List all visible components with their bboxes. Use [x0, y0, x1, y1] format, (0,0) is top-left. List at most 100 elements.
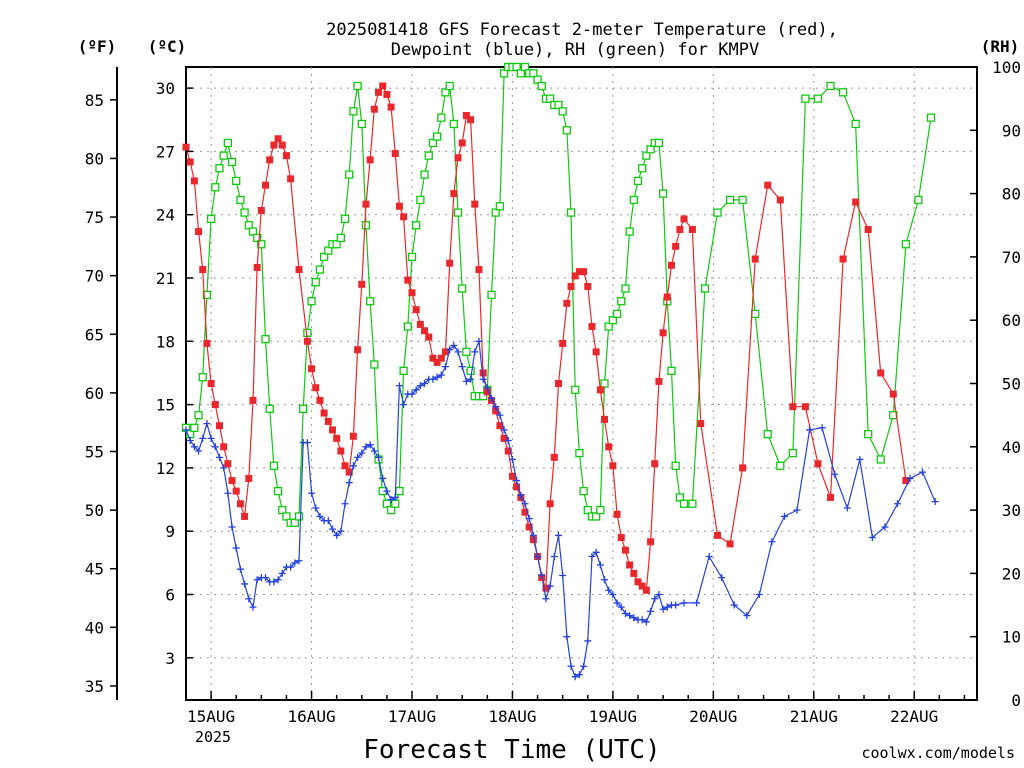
rh-point — [365, 297, 375, 306]
temperature-point — [508, 472, 516, 480]
fahrenheit-tick-label: 55 — [85, 442, 104, 461]
temperature-point — [287, 175, 295, 183]
rh-point — [671, 461, 680, 470]
credit-label: coolwx.com/models — [861, 744, 1015, 762]
dewpoint-point — [291, 559, 299, 567]
temperature-point — [638, 582, 646, 590]
temperature-point — [362, 200, 370, 208]
dewpoint-point — [919, 468, 927, 476]
celsius-tick-label: 30 — [156, 79, 175, 98]
dewpoint-point — [617, 603, 625, 611]
rh-tick-label: 70 — [1002, 248, 1021, 267]
dewpoint-point — [496, 411, 504, 419]
dewpoint-point — [705, 553, 713, 561]
temperature-point — [333, 434, 341, 442]
celsius-unit-label: (ºC) — [148, 37, 187, 56]
dewpoint-series — [182, 337, 939, 681]
dewpoint-point — [295, 557, 303, 565]
dewpoint-point — [638, 616, 646, 624]
temperature-point — [282, 152, 290, 160]
temperature-point — [483, 388, 491, 396]
rh-point — [813, 94, 823, 103]
dewpoint-point — [370, 447, 378, 455]
dewpoint-point — [337, 527, 345, 535]
dewpoint-point — [554, 531, 562, 539]
rh-point — [608, 316, 618, 325]
dewpoint-point — [856, 455, 864, 463]
dewpoint-point — [354, 453, 362, 461]
rh-point — [453, 208, 463, 217]
rh-point — [700, 284, 710, 293]
temperature-point — [580, 268, 588, 276]
rh-point — [466, 366, 475, 375]
dewpoint-point — [458, 363, 466, 371]
dewpoint-point — [383, 487, 391, 495]
rh-point — [788, 448, 798, 458]
dewpoint-point — [483, 384, 491, 392]
temperature-point — [877, 369, 885, 377]
rh-point — [621, 284, 630, 293]
rh-point — [838, 88, 848, 97]
temperature-point — [839, 255, 847, 263]
rh-point — [579, 486, 588, 496]
rh-point — [575, 448, 584, 458]
rh-point — [638, 164, 647, 173]
rh-point — [679, 499, 689, 508]
dewpoint-point — [236, 565, 244, 573]
dewpoint-point — [228, 523, 236, 531]
temperature-point — [471, 200, 479, 208]
temperature-point — [667, 261, 675, 269]
rh-point — [319, 252, 329, 262]
temperature-point — [814, 460, 822, 468]
dewpoint-point — [592, 548, 600, 556]
rh-point — [725, 195, 735, 205]
temperature-point — [697, 420, 705, 428]
dewpoint-point — [663, 603, 671, 611]
dewpoint-point — [647, 607, 655, 615]
year-label: 2025 — [195, 728, 231, 746]
rh-point — [232, 176, 241, 186]
dewpoint-point — [341, 500, 349, 508]
rh-point — [562, 126, 572, 135]
dewpoint-point — [550, 553, 558, 561]
fahrenheit-tick-label: 80 — [85, 149, 104, 168]
temperature-point — [416, 320, 424, 328]
dewpoint-point — [881, 523, 889, 531]
rh-point — [658, 189, 668, 198]
temperature-point — [751, 255, 759, 263]
rh-point — [713, 208, 722, 217]
time-tick-label: 21AUG — [790, 707, 838, 726]
celsius-tick-label: 3 — [165, 649, 175, 668]
temperature-point — [559, 339, 567, 347]
rh-point — [399, 366, 408, 375]
dewpoint-point — [743, 612, 751, 620]
dewpoint-point — [525, 515, 533, 523]
celsius-tick-label: 9 — [165, 522, 175, 541]
rh-point — [194, 410, 203, 420]
temperature-point — [245, 474, 253, 482]
time-tick-label: 20AUG — [689, 707, 737, 726]
time-axis: 15AUG 16AUG 17AUG 18AUG 19AUG 20AUG 21AUG 22AUG — [185, 691, 966, 726]
dewpoint-point — [412, 386, 420, 394]
dewpoint-point — [659, 605, 667, 613]
dewpoint-point — [508, 455, 516, 463]
time-tick-label: 19AUG — [589, 707, 637, 726]
temperature-point — [320, 409, 328, 417]
temperature-point — [601, 415, 609, 423]
fahrenheit-unit-label: (ºF) — [78, 37, 117, 56]
rh-point — [441, 88, 450, 97]
dewpoint-point — [328, 525, 336, 533]
temperature-point — [605, 443, 613, 451]
rh-point — [566, 208, 576, 217]
rh-point — [583, 505, 592, 515]
temperature-point — [278, 141, 286, 149]
temperature-point — [801, 403, 809, 411]
temperature-point — [249, 396, 257, 404]
rh-point — [357, 119, 366, 129]
rh-point — [395, 486, 404, 496]
temperature-point — [563, 299, 571, 307]
dewpoint-point — [215, 453, 223, 461]
dewpoint-point — [324, 517, 332, 525]
temperature-point — [400, 213, 408, 221]
dewpoint-point — [655, 591, 663, 598]
